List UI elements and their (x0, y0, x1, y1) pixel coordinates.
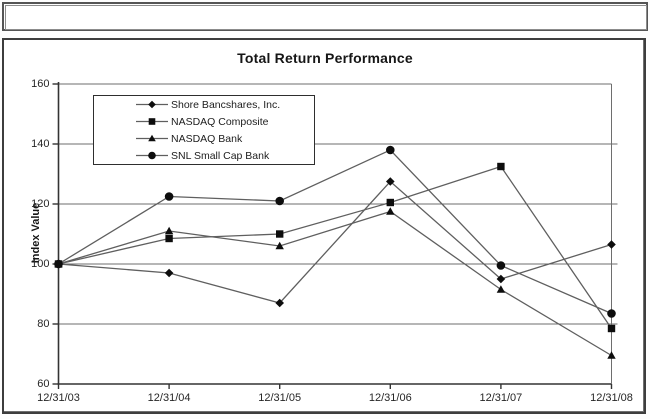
x-tick-label: 12/31/07 (479, 392, 523, 404)
series-line-circle (58, 149, 612, 315)
marker-circle (164, 192, 174, 201)
x-tick-label: 12/31/08 (590, 392, 633, 404)
legend-label: SNL Small Cap Bank (171, 149, 270, 162)
diamond-marker-icon (136, 100, 168, 109)
series-line-diamond (58, 180, 612, 304)
marker-triangle (386, 207, 395, 215)
y-tick-label: 160 (31, 78, 50, 90)
marker-circle (607, 309, 616, 318)
legend-item: NASDAQ Composite (94, 113, 314, 130)
empty-header-box (2, 2, 648, 31)
legend-item: NASDAQ Bank (94, 130, 314, 147)
marker-triangle (496, 285, 506, 293)
y-tick-label: 140 (31, 138, 50, 150)
triangle-marker-icon (136, 134, 168, 142)
y-tick-label: 100 (31, 258, 50, 270)
series-line-triangle (58, 210, 612, 357)
marker-square (607, 324, 616, 333)
legend-label: NASDAQ Composite (171, 115, 269, 128)
x-tick-label: 12/31/04 (147, 392, 191, 404)
marker-square (497, 162, 505, 171)
empty-header-box-inner (5, 5, 647, 30)
x-tick-label: 12/31/05 (258, 392, 302, 404)
marker-diamond (275, 298, 284, 308)
marker-circle (275, 196, 285, 206)
x-tick-label: 12/31/06 (368, 392, 412, 404)
marker-circle (54, 259, 63, 269)
legend: Shore Bancshares, Inc. NASDAQ Composite NA… (93, 95, 315, 165)
chart-title: Total Return Performance (237, 50, 413, 66)
circle-marker-icon (136, 151, 168, 160)
marker-square (165, 234, 173, 243)
y-tick-label: 120 (31, 198, 50, 210)
marker-circle (496, 261, 506, 270)
legend-item: SNL Small Cap Bank (94, 147, 314, 164)
marker-triangle (164, 226, 174, 235)
marker-triangle (275, 241, 284, 250)
y-tick-label: 80 (37, 318, 50, 330)
marker-diamond (164, 268, 174, 278)
x-tick-label: 12/31/03 (37, 392, 80, 404)
marker-diamond (386, 177, 395, 186)
legend-label: Shore Bancshares, Inc. (171, 98, 281, 111)
marker-circle (386, 145, 395, 155)
marker-square (386, 198, 394, 207)
marker-diamond (496, 274, 506, 284)
chart-frame-shadow (4, 40, 644, 412)
square-marker-icon (136, 118, 168, 125)
marker-diamond (607, 240, 616, 249)
marker-square (276, 230, 284, 238)
legend-label: NASDAQ Bank (171, 132, 243, 145)
marker-triangle (607, 351, 616, 359)
y-tick-label: 60 (37, 378, 50, 390)
legend-item: Shore Bancshares, Inc. (94, 96, 314, 113)
series-line-square (58, 165, 613, 329)
